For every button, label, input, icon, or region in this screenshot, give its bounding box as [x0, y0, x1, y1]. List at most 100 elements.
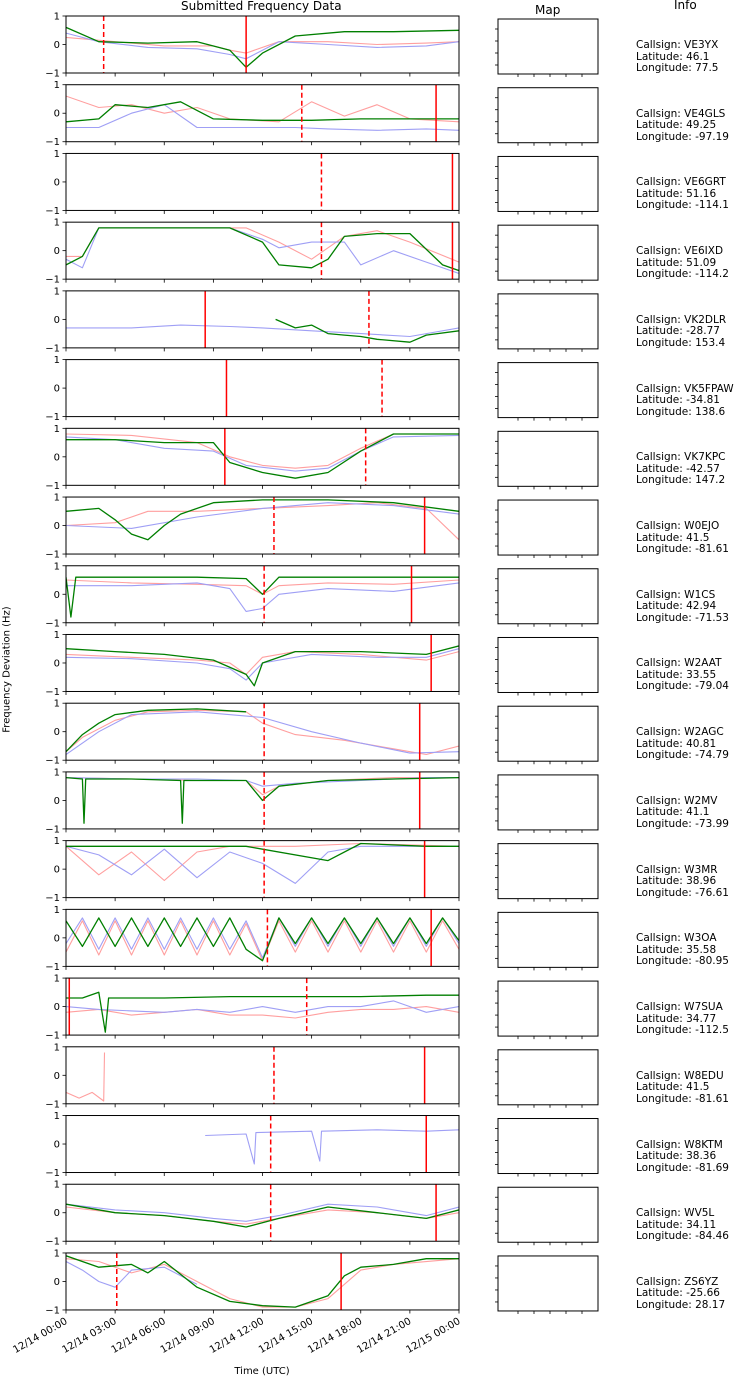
longitude-text: Longitude: 153.4 [636, 336, 726, 349]
info-block-VK7KPC: Callsign: VK7KPC Latitude: -42.57 Longitud… [636, 452, 725, 487]
panel-frame [65, 84, 460, 143]
landmass-outline [502, 687, 594, 690]
landmass-outline [543, 1125, 558, 1135]
panel-W1CS: 1 0 −1 [45, 561, 460, 629]
longitude-text: Longitude: -74.79 [636, 749, 729, 762]
series-line-blue [66, 227, 459, 275]
y-tick-label: 1 [54, 1111, 60, 1122]
coastline-highlight [512, 43, 528, 55]
landmass-outline [543, 575, 558, 585]
landmass-outline [506, 94, 532, 116]
coastline-highlight [512, 1074, 528, 1086]
x-tick-label: 12/14 15:00 [257, 1316, 315, 1356]
map-W8EDU [495, 1049, 599, 1108]
y-tick-label: −1 [45, 550, 60, 561]
series-line-blue [66, 711, 459, 755]
latitude-text: Latitude: 40.81 [636, 737, 717, 750]
landmass-outline [556, 643, 590, 661]
panel-VE6IXD: 1 0 −1 [45, 218, 460, 286]
map-VE6GRT [495, 155, 599, 215]
y-tick-label: 0 [54, 384, 60, 395]
series-line-red [66, 579, 459, 595]
longitude-text: Longitude: -84.46 [636, 1230, 729, 1243]
series-line-blue [66, 1000, 459, 1013]
landmass-outline [556, 1056, 590, 1074]
y-tick-label: 1 [54, 1042, 60, 1053]
y-tick-label: 1 [54, 355, 60, 366]
map-column-title: Map [535, 3, 561, 17]
coastline-highlight [512, 1005, 528, 1017]
panel-W2AAT: 1 0 −1 [45, 630, 460, 698]
longitude-text: Longitude: -112.5 [636, 1024, 729, 1037]
y-tick-label: 0 [54, 1071, 60, 1082]
series-line-green [66, 708, 247, 753]
map-frame [497, 430, 599, 487]
latitude-text: Latitude: 38.36 [636, 1150, 717, 1163]
callsign-text: Callsign: ZS6YZ [636, 1275, 719, 1288]
landmass-outline [522, 530, 532, 550]
panel-frame [65, 1046, 460, 1105]
map-frame [497, 1049, 599, 1106]
coastline-highlight [512, 318, 528, 330]
y-tick-label: −1 [45, 1168, 60, 1179]
station-marker [566, 28, 574, 36]
y-tick-label: −1 [45, 893, 60, 904]
landmass-outline [502, 894, 594, 897]
info-block-VE3YX: Callsign: VE3YX Latitude: 46.1 Longitude: … [636, 39, 719, 75]
landmass-outline [506, 506, 532, 528]
longitude-text: Longitude: -73.99 [636, 817, 729, 830]
landmass-outline [522, 599, 532, 619]
landmass-outline [556, 712, 590, 730]
landmass-outline [506, 918, 532, 940]
landmass-outline [502, 69, 594, 72]
map-VE3YX [495, 18, 599, 77]
y-tick-label: 0 [54, 590, 60, 601]
x-tick-label: 12/14 00:00 [11, 1316, 69, 1356]
landmass-outline [574, 1153, 588, 1163]
landmass-outline [574, 1290, 588, 1300]
landmass-outline [544, 793, 558, 815]
latitude-text: Latitude: 42.94 [636, 600, 717, 613]
landmass-outline [574, 603, 588, 613]
landmass-outline [506, 575, 532, 597]
map-panels [495, 18, 599, 1314]
landmass-outline [522, 1011, 532, 1031]
panel-W3MR: 1 0 −1 [45, 836, 460, 904]
landmass-outline [544, 174, 558, 196]
callsign-text: Callsign: W2MV [636, 794, 718, 807]
station-marker [521, 511, 529, 519]
info-block-VK2DLR: Callsign: VK2DLR Latitude: -28.77 Longitud… [636, 314, 726, 350]
map-W7SUA [495, 980, 599, 1040]
landmass-outline [522, 255, 532, 275]
y-tick-label: 1 [54, 630, 60, 641]
y-tick-label: 1 [54, 974, 60, 985]
panel-VE4GLS: 1 0 −1 [45, 80, 460, 148]
map-VK7KPC [495, 430, 599, 490]
series-line-green [275, 318, 459, 343]
y-tick-label: −1 [45, 412, 60, 423]
map-W3MR [495, 843, 599, 902]
series-line-green [66, 776, 459, 824]
coastline-highlight [512, 799, 528, 811]
longitude-text: Longitude: 77.5 [636, 62, 719, 74]
callsign-text: Callsign: W8EDU [636, 1069, 724, 1082]
station-marker [517, 96, 525, 104]
callsign-text: Callsign: VE3YX [636, 39, 719, 51]
map-W8KTM [495, 1118, 599, 1177]
landmass-outline [556, 231, 590, 249]
landmass-outline [506, 987, 532, 1009]
map-VE6IXD [495, 224, 599, 284]
map-frame [497, 362, 599, 419]
info-block-W8EDU: Callsign: W8EDU Latitude: 41.5 Longitude: … [636, 1069, 729, 1106]
landmass-outline [543, 506, 558, 516]
landmass-outline [502, 619, 594, 622]
y-tick-label: 1 [54, 424, 60, 435]
info-block-W1CS: Callsign: W1CS Latitude: 42.94 Longitude: … [636, 589, 729, 625]
latitude-text: Latitude: 46.1 [636, 50, 710, 63]
landmass-outline [522, 393, 532, 413]
y-tick-label: 0 [54, 1208, 60, 1219]
landmass-outline [544, 1205, 558, 1227]
latitude-text: Latitude: 49.25 [636, 119, 717, 132]
map-WV5L [495, 1186, 599, 1246]
latitude-text: Latitude: 51.16 [636, 187, 717, 200]
